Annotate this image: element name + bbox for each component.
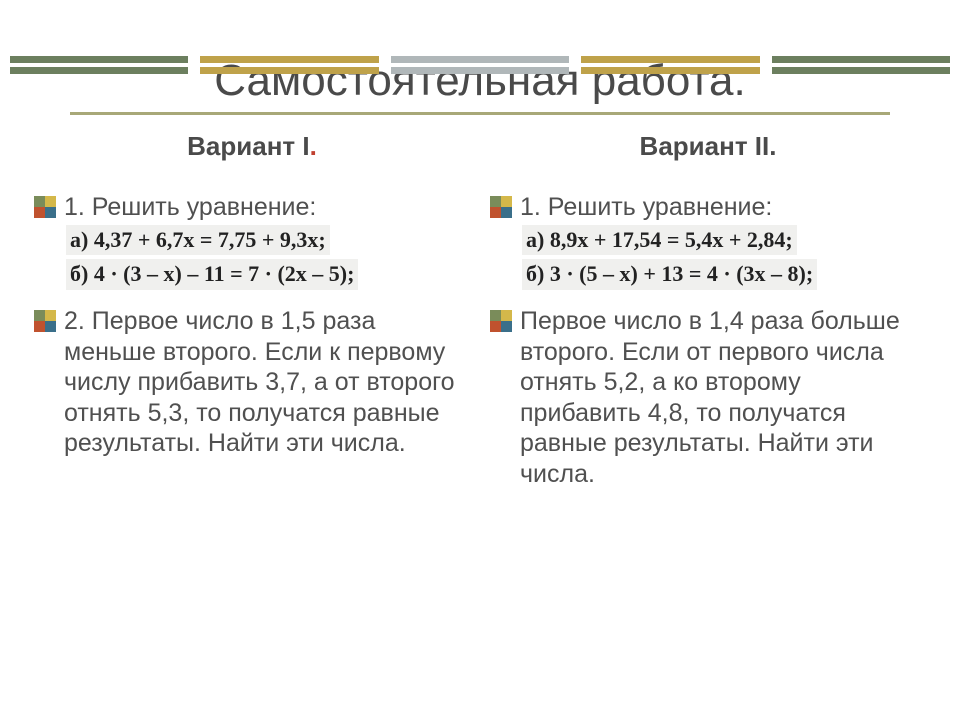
variant-2-heading: Вариант II.	[490, 131, 926, 162]
bullet-icon	[34, 310, 56, 332]
variant-1-task-1: 1. Решить уравнение:	[64, 193, 316, 221]
title-underline	[70, 112, 890, 115]
list-item: 2. Первое число в 1,5 раза меньше второг…	[34, 306, 470, 459]
equation-box: б) 4 · (3 – x) – 11 = 7 · (2x – 5);	[66, 259, 358, 290]
list-item: 1. Решить уравнение: а) 8,9x + 17,54 = 5…	[490, 192, 926, 292]
variant-1-column: Вариант I. 1. Решить уравнение: а) 4,37 …	[34, 121, 470, 503]
task-text-block: 1. Решить уравнение: а) 8,9x + 17,54 = 5…	[520, 192, 817, 292]
equation-box: а) 8,9x + 17,54 = 5,4x + 2,84;	[522, 225, 797, 256]
variant-1-task-2: 2. Первое число в 1,5 раза меньше второг…	[64, 306, 470, 459]
variant-1-heading-text: Вариант I	[187, 131, 309, 161]
variant-1-heading: Вариант I.	[34, 131, 470, 162]
variant-1-equation-a: а) 4,37 + 6,7x = 7,75 + 9,3x;	[70, 227, 326, 252]
list-item: 1. Решить уравнение: а) 4,37 + 6,7x = 7,…	[34, 192, 470, 292]
variant-2-equation-a: а) 8,9x + 17,54 = 5,4x + 2,84;	[526, 227, 793, 252]
bullet-icon	[34, 196, 56, 218]
equation-box: б) 3 · (5 – x) + 13 = 4 · (3x – 8);	[522, 259, 817, 290]
variant-1-equation-b: б) 4 · (3 – x) – 11 = 7 · (2x – 5);	[70, 261, 354, 286]
variant-2-task-1: 1. Решить уравнение:	[520, 193, 772, 221]
variant-1-heading-dot: .	[310, 131, 317, 161]
variant-2-task-2: Первое число в 1,4 раза больше второго. …	[520, 306, 926, 489]
bullet-icon	[490, 196, 512, 218]
variant-2-equation-b: б) 3 · (5 – x) + 13 = 4 · (3x – 8);	[526, 261, 813, 286]
task-text-block: 1. Решить уравнение: а) 4,37 + 6,7x = 7,…	[64, 192, 358, 292]
columns-container: Вариант I. 1. Решить уравнение: а) 4,37 …	[28, 121, 932, 503]
equation-box: а) 4,37 + 6,7x = 7,75 + 9,3x;	[66, 225, 330, 256]
list-item: Первое число в 1,4 раза больше второго. …	[490, 306, 926, 489]
decorative-stripes-top	[0, 56, 960, 76]
bullet-icon	[490, 310, 512, 332]
variant-2-column: Вариант II. 1. Решить уравнение: а) 8,9x…	[490, 121, 926, 503]
slide: Самостоятельная работа. Вариант I. 1. Ре…	[0, 56, 960, 720]
